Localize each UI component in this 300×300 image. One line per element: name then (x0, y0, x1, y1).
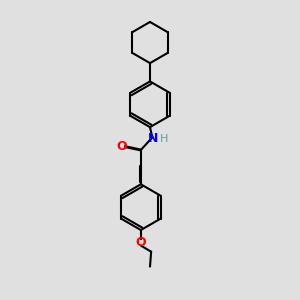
Text: N: N (148, 132, 159, 145)
Text: O: O (116, 140, 127, 153)
Text: H: H (160, 134, 168, 144)
Text: O: O (136, 236, 146, 249)
